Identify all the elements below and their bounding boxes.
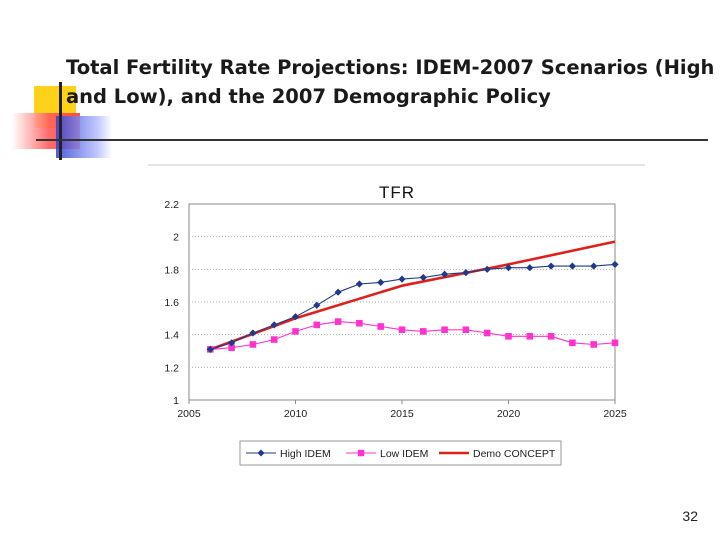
low-idem-point xyxy=(611,339,619,347)
low-idem-point xyxy=(483,329,491,337)
low-idem-point xyxy=(462,326,470,334)
low-idem-point xyxy=(526,333,534,340)
y-tick-label: 1.6 xyxy=(164,297,179,309)
page-number: 32 xyxy=(682,508,698,524)
low-idem-point xyxy=(292,328,299,335)
tfr-chart: TFR 1 1.2 1.4 1.6 1.8 2 2.2 2005 2010 2015 2020 202… xyxy=(148,164,645,466)
high-idem-line xyxy=(210,263,616,350)
y-tick-label: 1.2 xyxy=(164,362,179,374)
y-tick-label: 2 xyxy=(173,232,179,244)
low-idem-point xyxy=(270,336,278,343)
low-idem-legend-label: Low IDEM xyxy=(380,448,428,460)
low-idem-point xyxy=(249,341,257,348)
x-tick-label: 2025 xyxy=(603,408,627,420)
deco-blue-gradient xyxy=(56,116,112,158)
low-idem-point xyxy=(569,339,576,347)
high-idem-point xyxy=(441,270,449,278)
y-tick-label: 2.2 xyxy=(164,199,179,211)
high-idem-point xyxy=(313,301,321,309)
low-idem-point xyxy=(441,326,448,334)
low-idem-line xyxy=(210,321,616,350)
low-idem-point xyxy=(356,319,363,327)
low-idem-point xyxy=(228,344,235,352)
low-idem-legend-marker xyxy=(357,449,365,457)
low-idem-point xyxy=(313,321,321,329)
x-tick-label: 2005 xyxy=(177,408,201,420)
low-idem-point xyxy=(398,326,406,334)
high-idem-point xyxy=(419,273,427,282)
high-idem-legend-marker xyxy=(257,449,265,457)
y-tick-label: 1.8 xyxy=(164,264,179,276)
high-idem-point xyxy=(462,269,470,277)
deco-vertical-rule xyxy=(59,82,62,160)
high-idem-point xyxy=(547,262,555,270)
demo-concept-line xyxy=(209,240,616,351)
high-idem-legend-label: High IDEM xyxy=(280,448,331,460)
low-idem-point xyxy=(377,323,384,330)
low-idem-point xyxy=(547,333,555,340)
high-idem-point xyxy=(291,313,300,321)
x-tick-label: 2010 xyxy=(284,408,308,420)
x-tick-label: 2020 xyxy=(497,408,521,420)
y-tick-label: 1.4 xyxy=(164,330,179,342)
low-idem-point xyxy=(505,333,512,340)
low-idem-point xyxy=(420,328,427,335)
chart-title: TFR xyxy=(379,183,415,202)
y-tick-label: 1 xyxy=(173,395,179,407)
high-idem-point xyxy=(568,262,576,270)
low-idem-point xyxy=(334,318,342,325)
high-idem-point xyxy=(249,329,257,337)
low-idem-point xyxy=(590,341,597,348)
x-tick-label: 2015 xyxy=(390,408,414,420)
slide-title: Total Fertility Rate Projections: IDEM-2… xyxy=(66,56,715,108)
high-idem-point xyxy=(504,264,513,272)
deco-horizontal-rule xyxy=(36,139,708,141)
high-idem-point xyxy=(611,260,619,269)
demo-concept-legend-label: Demo CONCEPT xyxy=(473,448,556,460)
legend-box xyxy=(239,440,562,466)
